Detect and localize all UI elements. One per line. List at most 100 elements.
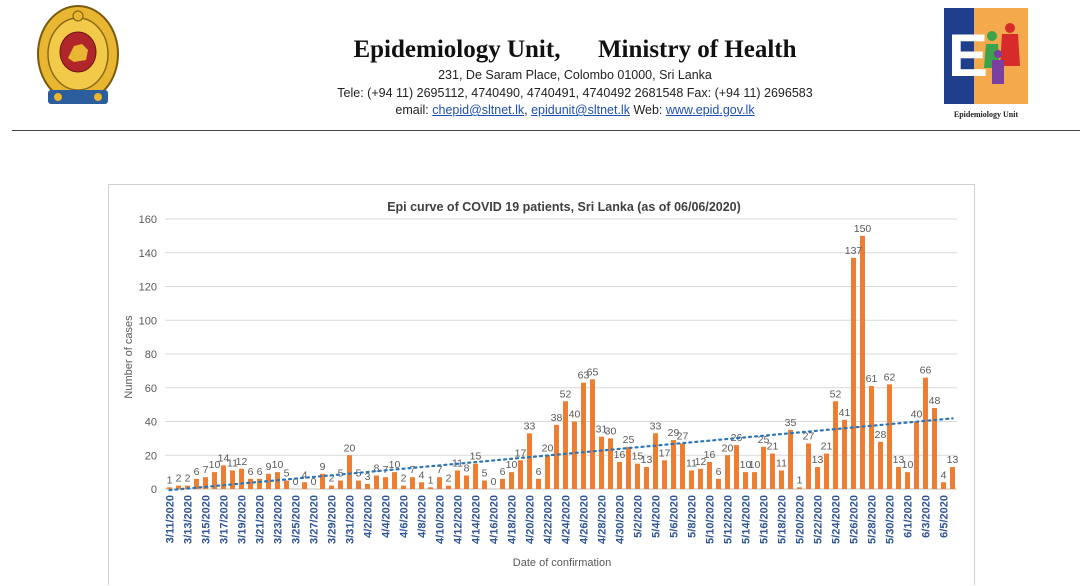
x-tick-label: 4/30/2020 [615,495,627,544]
data-label: 15 [632,451,644,463]
contact-line: email: chepid@sltnet.lk, epidunit@sltnet… [200,103,950,117]
bar [653,433,658,489]
bar [203,477,208,489]
x-tick-label: 4/26/2020 [579,495,591,544]
bar [869,386,874,489]
bar [365,483,370,489]
data-label: 4 [419,469,425,481]
bar [725,455,730,489]
bar [752,472,757,489]
bar [608,438,613,489]
x-tick-label: 5/4/2020 [651,495,663,538]
x-tick-label: 5/8/2020 [687,495,699,538]
x-tick-label: 3/17/2020 [219,495,231,544]
data-label: 12 [236,456,248,468]
bar [599,436,604,489]
bar [428,487,433,489]
data-label: 31 [596,424,608,436]
x-tick-label: 3/19/2020 [237,495,249,544]
data-label: 10 [902,459,914,471]
data-label: 8 [374,463,380,475]
x-tick-label: 6/5/2020 [939,495,951,538]
data-label: 29 [668,427,680,439]
bar [770,453,775,489]
bar [419,482,424,489]
data-label: 30 [605,425,617,437]
y-tick-label: 60 [145,383,157,395]
data-label: 1 [428,474,434,486]
bar [833,401,838,489]
bar [914,421,919,489]
bar [572,421,577,489]
x-tick-label: 4/16/2020 [489,495,501,544]
data-label: 7 [437,464,443,476]
bar [626,446,631,489]
x-tick-label: 4/12/2020 [453,495,465,544]
data-label: 13 [641,454,653,466]
data-label: 12 [695,456,707,468]
x-tick-label: 4/18/2020 [507,495,519,544]
x-tick-label: 5/2/2020 [633,495,645,538]
x-tick-label: 3/11/2020 [165,495,177,543]
data-label: 5 [284,468,290,480]
x-tick-label: 3/29/2020 [327,495,339,544]
gridlines [165,218,957,490]
x-axis-title: Date of confirmation [513,557,611,569]
data-label: 65 [587,366,599,378]
bar [518,460,523,489]
data-label: 6 [536,466,542,478]
x-tick-label: 4/4/2020 [381,495,393,538]
bar [473,463,478,489]
y-tick-label: 0 [151,484,157,496]
x-tick-label: 5/10/2020 [705,495,717,544]
data-label: 20 [344,442,356,454]
national-emblem-logo [34,2,122,112]
data-label: 20 [542,442,554,454]
y-axis-ticks: 0 20 40 60 80 100 120 140 160 [139,214,157,496]
data-label: 13 [893,454,905,466]
bar [797,487,802,489]
x-tick-label: 4/24/2020 [561,495,573,544]
x-tick-label: 4/22/2020 [543,495,555,544]
data-label: 14 [218,452,230,464]
data-label: 11 [227,457,238,469]
bar [779,470,784,489]
data-label: 4 [302,469,308,481]
data-label: 33 [650,420,662,432]
website-link[interactable]: www.epid.gov.lk [665,103,755,117]
bar [671,440,676,489]
data-label: 9 [266,461,272,473]
bar [383,477,388,489]
data-label: 2 [446,473,452,485]
data-label: 0 [491,476,497,488]
email-link-epidunit[interactable]: epidunit@sltnet.lk [531,103,630,117]
data-label: 6 [257,466,263,478]
data-label: 63 [578,370,590,382]
data-label: 7 [410,464,416,476]
email-link-chepid[interactable]: chepid@sltnet.lk [432,103,525,117]
bar [878,441,883,489]
bar [302,482,307,489]
data-label: 9 [320,461,326,473]
data-label: 27 [677,430,689,442]
bar [455,470,460,489]
data-label: 35 [785,417,797,429]
bar [851,257,856,489]
bar [734,445,739,489]
data-label: 0 [311,476,317,488]
header-divider [12,130,1080,131]
logo-caption: Epidemiology Unit [953,110,1019,119]
y-axis-title: Number of cases [123,315,135,399]
org-title: Epidemiology Unit, Ministry of Health [353,36,797,63]
bar [536,478,541,489]
address-line: 231, De Saram Place, Colombo 01000, Sri … [438,68,712,82]
data-label: 38 [551,412,563,424]
data-label: 6 [716,466,722,478]
bar [320,473,325,489]
bar [464,475,469,489]
data-label: 13 [812,454,824,466]
data-label: 137 [845,245,863,257]
bar [266,473,271,489]
bar [221,465,226,489]
data-label: 16 [704,449,716,461]
